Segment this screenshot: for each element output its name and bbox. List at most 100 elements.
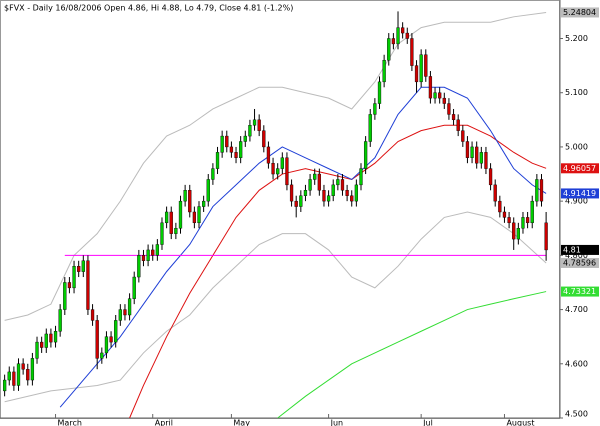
overlay-line xyxy=(129,124,547,419)
candle-body xyxy=(447,103,451,115)
candle-body xyxy=(456,119,460,131)
candle-body xyxy=(401,27,405,34)
candle-body xyxy=(465,141,470,158)
candle-body xyxy=(336,179,340,186)
candle-body xyxy=(225,135,229,148)
candle-body xyxy=(475,146,479,164)
candle-body xyxy=(516,228,520,240)
overlay-line xyxy=(4,11,547,321)
candle-body xyxy=(266,146,271,164)
candle-body xyxy=(252,119,257,126)
candle-body xyxy=(512,222,516,240)
candle-body xyxy=(414,65,419,83)
candle-body xyxy=(396,27,400,45)
x-tick-label: August xyxy=(506,419,534,426)
candle-body xyxy=(428,76,433,99)
candle-body xyxy=(442,97,446,104)
candle-body xyxy=(280,157,284,169)
x-tick-label: Jun xyxy=(330,419,344,426)
candle-body xyxy=(539,179,544,202)
candle-body xyxy=(382,59,386,83)
candle-body xyxy=(7,371,11,381)
candle-body xyxy=(507,217,511,224)
candle-body xyxy=(215,152,220,169)
candle-body xyxy=(391,38,396,45)
candle-body xyxy=(118,309,122,321)
candle-body xyxy=(479,152,483,164)
candle-body xyxy=(299,195,303,207)
candle-body xyxy=(322,190,326,202)
y-tick-label: 4.800 xyxy=(565,251,588,260)
candle-body xyxy=(368,114,372,142)
candle-body xyxy=(313,173,317,180)
candle-body xyxy=(26,369,30,381)
candle-body xyxy=(345,190,349,196)
x-tick-label: May xyxy=(233,419,250,426)
candle-body xyxy=(16,363,21,386)
candle-body xyxy=(331,184,335,196)
candle-body xyxy=(109,336,113,343)
candle-body xyxy=(303,190,308,196)
candle-body xyxy=(535,179,539,202)
candle-body xyxy=(502,211,507,218)
candle-body xyxy=(229,146,234,153)
candle-body xyxy=(220,135,224,153)
y-tick-label: 4.500 xyxy=(565,410,588,419)
candle-body xyxy=(141,255,146,261)
candle-body xyxy=(451,114,456,121)
candle-body xyxy=(525,217,530,224)
candle-body xyxy=(530,200,534,224)
candle-body xyxy=(285,157,289,186)
candle-body xyxy=(2,379,7,392)
candle-body xyxy=(521,217,525,229)
candle-body xyxy=(132,276,136,299)
candle-body xyxy=(493,184,497,202)
candle-body xyxy=(498,200,502,213)
y-tick-label: 4.600 xyxy=(565,359,588,368)
x-tick-label: Jul xyxy=(422,419,433,426)
end-label-box xyxy=(561,163,599,174)
candle-body xyxy=(424,54,428,77)
candle-body xyxy=(104,336,109,354)
candle-body xyxy=(44,333,48,348)
candle-body xyxy=(174,228,178,234)
candle-body xyxy=(239,141,243,158)
candle-body xyxy=(206,179,210,202)
candle-body xyxy=(484,152,488,169)
candle-body xyxy=(183,190,187,202)
candle-body xyxy=(359,168,363,186)
candle-body xyxy=(95,320,99,359)
candle-body xyxy=(340,179,345,191)
candle-body xyxy=(373,103,377,115)
candle-body xyxy=(317,173,321,191)
candle-body xyxy=(146,249,150,261)
candle-body xyxy=(276,168,280,175)
candle-body xyxy=(294,200,298,207)
candle-body xyxy=(419,54,423,83)
candle-body xyxy=(488,168,493,186)
end-label: 5.24804 xyxy=(563,8,596,17)
end-label-box xyxy=(561,257,599,268)
candle-body xyxy=(67,282,72,289)
plot-frame xyxy=(0,0,560,419)
candle-body xyxy=(192,211,197,224)
end-label: 4.96057 xyxy=(563,164,596,173)
candle-body xyxy=(377,81,382,104)
overlay-line xyxy=(277,291,547,419)
candle-body xyxy=(363,141,368,169)
candle-body xyxy=(86,260,90,310)
candle-body xyxy=(248,125,252,137)
y-tick-label: 4.900 xyxy=(565,197,588,206)
candle-body xyxy=(271,162,275,175)
candle-body xyxy=(151,249,155,256)
chart-title: $FVX - Daily 16/08/2006 Open 4.86, Hi 4.… xyxy=(4,4,293,13)
candle-body xyxy=(544,222,548,251)
candle-body xyxy=(202,200,206,207)
end-label-box xyxy=(561,7,599,18)
end-label: 4.81 xyxy=(563,245,581,254)
candle-body xyxy=(12,371,16,386)
candle-body xyxy=(350,195,354,202)
candle-body xyxy=(188,190,192,213)
end-label: 4.91419 xyxy=(563,189,596,198)
